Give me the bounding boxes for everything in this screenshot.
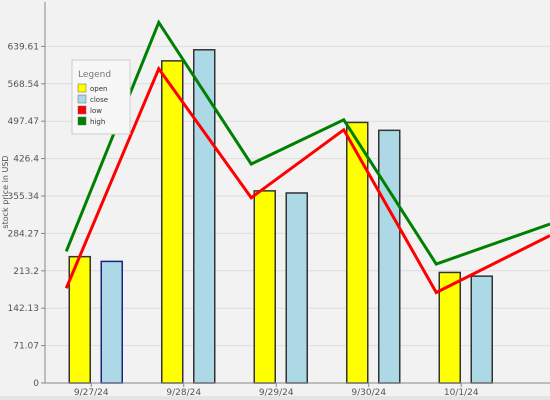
high-line [64,19,550,266]
y-tick-label: 426.4 [13,155,39,165]
y-tick-label: 497.47 [8,117,40,127]
open-bar [346,121,369,384]
close-bar [193,49,216,384]
open-bar [253,190,276,384]
x-tick-label: 9/30/24 [351,388,386,398]
close-bar [100,260,123,384]
series-lines [64,19,550,295]
x-tick-label: 9/28/24 [166,388,201,398]
x-tick-label: 10/1/24 [444,388,479,398]
legend-title: Legend [78,70,111,80]
open-legend-swatch [77,83,87,93]
legend: Legend open close low high [71,59,131,135]
y-tick-label: 0 [33,379,39,389]
open-legend-label: open [90,85,107,93]
y-tick-label: 355.34 [8,192,40,202]
close-legend-label: close [90,96,108,104]
close-legend-swatch [77,94,87,104]
y-axis-title: stock price in USD [1,155,10,228]
low-line [64,65,550,295]
x-tick-label: 9/29/24 [259,388,294,398]
low-legend-label: low [90,107,102,115]
close-bar [285,192,308,384]
y-tick-label: 213.2 [13,267,39,277]
bars [68,49,493,384]
bottom-scrollbar[interactable] [0,396,550,400]
high-legend-swatch [77,116,87,126]
y-tick-label: 284.27 [8,229,40,239]
open-bar [161,60,184,384]
high-legend-label: high [90,118,105,126]
x-tick-label: 9/27/24 [74,388,109,398]
y-tick-label: 142.13 [8,304,40,314]
close-bar [470,275,493,384]
y-tick-label: 568.54 [8,80,40,90]
y-tick-label: 639.61 [8,42,40,52]
low-legend-swatch [77,105,87,115]
y-tick-label: 71.07 [13,342,39,352]
close-bar [378,129,401,384]
